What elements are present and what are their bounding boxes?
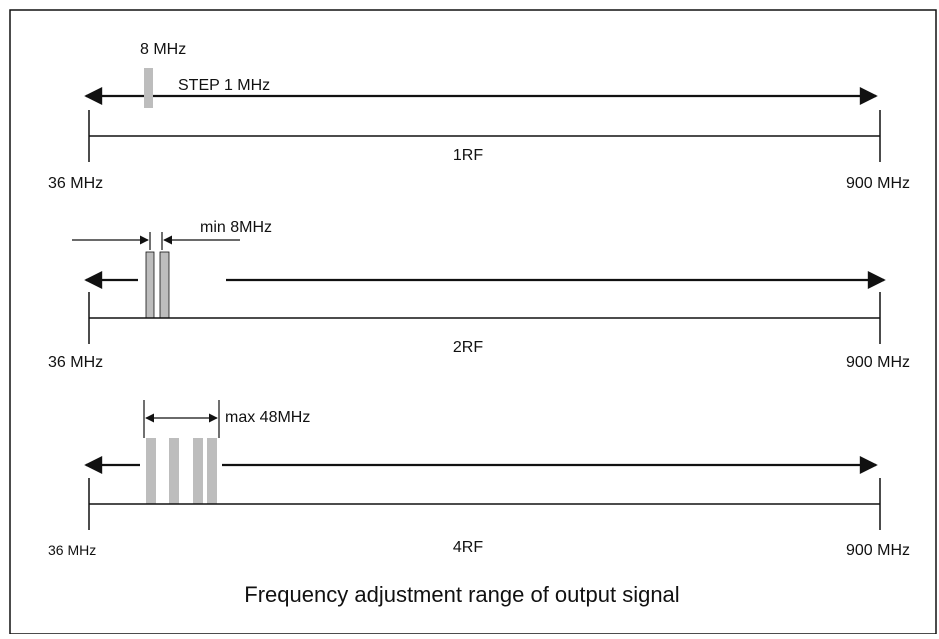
channel-bar: [207, 438, 217, 504]
max-frequency-label: 900 MHz: [846, 354, 910, 371]
panel-label: 4RF: [453, 539, 483, 556]
channel-bar: [159, 251, 170, 319]
channel-bar: [193, 438, 203, 504]
channel-bar: [144, 68, 153, 108]
min-frequency-label: 36 MHz: [48, 542, 96, 558]
band-width-label: 8 MHz: [140, 41, 186, 58]
span-label: max 48MHz: [225, 409, 310, 426]
panel-label: 2RF: [453, 339, 483, 356]
spacing-label: min 8MHz: [200, 219, 272, 236]
panel-4rf: max 48MHz 4RF 36 MHz 900 MHz: [48, 400, 910, 559]
channel-bar: [145, 251, 155, 319]
channel-bar: [146, 438, 156, 504]
panel-1rf: 8 MHz STEP 1 MHz 1RF 36 MHz 900 MHz: [48, 41, 910, 192]
channel-bar: [169, 438, 179, 504]
min-frequency-label: 36 MHz: [48, 354, 103, 371]
panel-label: 1RF: [453, 147, 483, 164]
max-frequency-label: 900 MHz: [846, 542, 910, 559]
step-label: STEP 1 MHz: [178, 77, 270, 94]
diagram-caption: Frequency adjustment range of output sig…: [244, 582, 679, 607]
min-frequency-label: 36 MHz: [48, 175, 103, 192]
panel-2rf: min 8MHz 2RF 36 MHz 900 MHz: [48, 219, 910, 371]
max-frequency-label: 900 MHz: [846, 175, 910, 192]
